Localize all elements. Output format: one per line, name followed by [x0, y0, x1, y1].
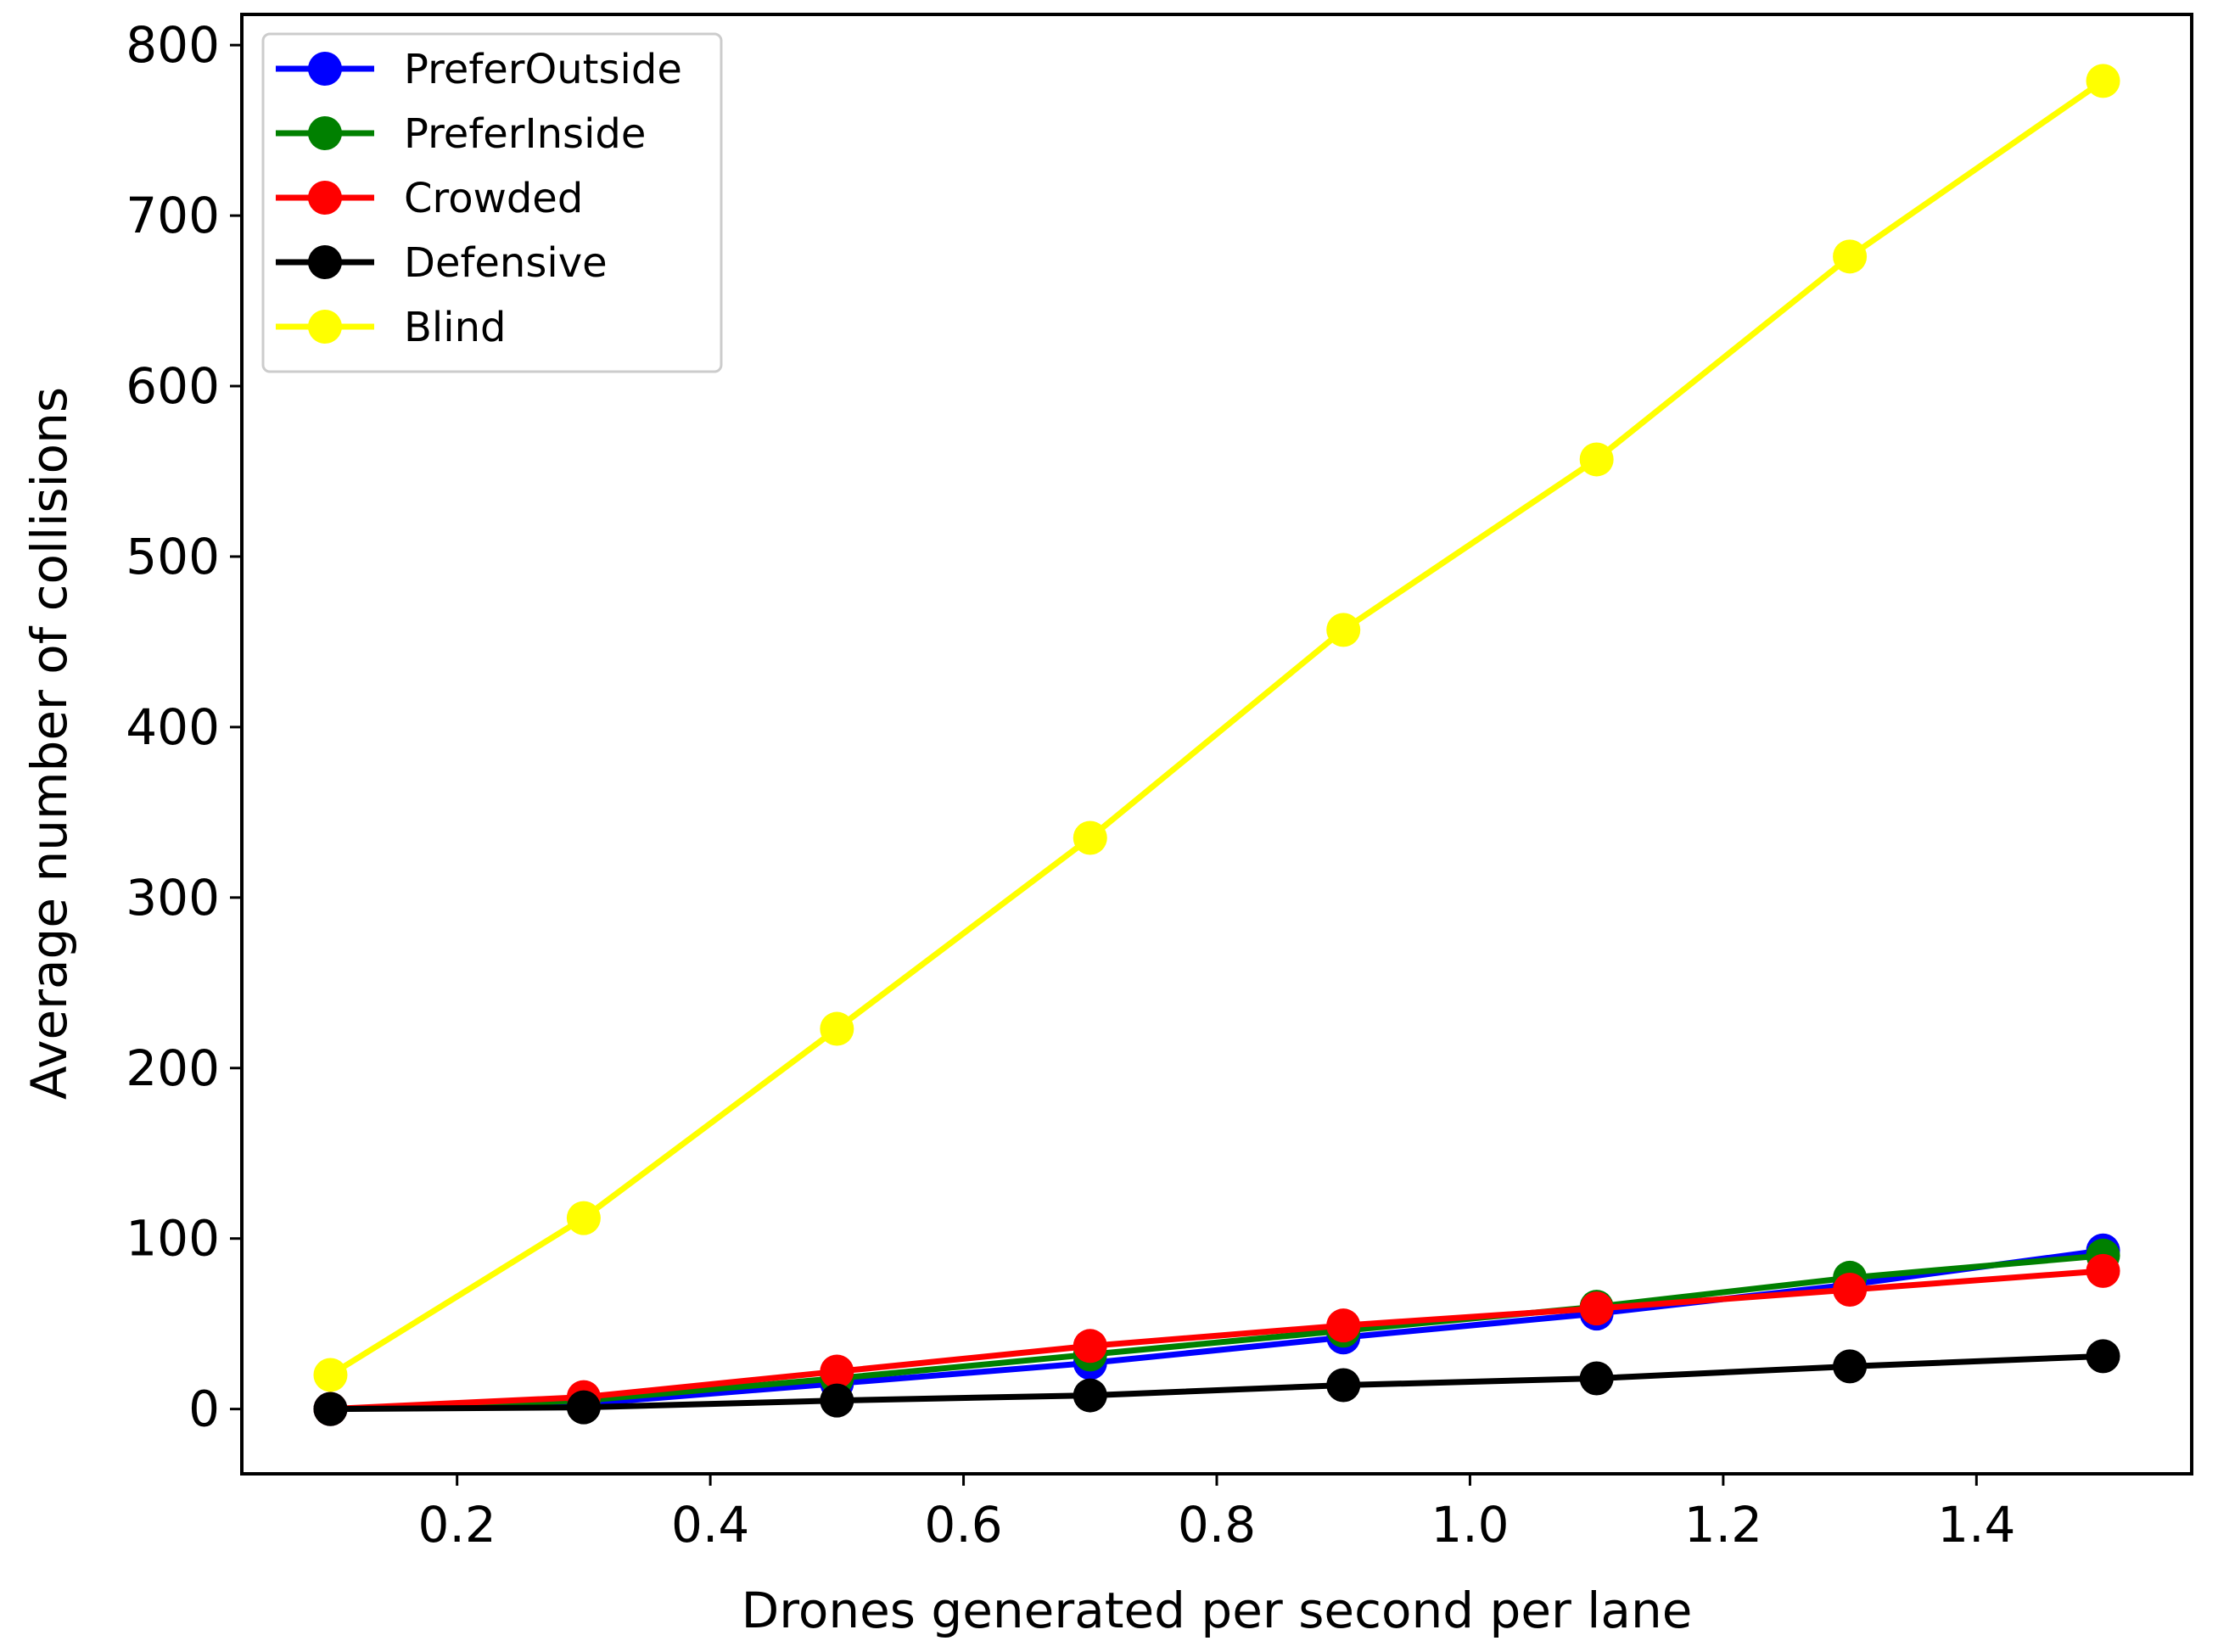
data-point-crowded	[2086, 1253, 2120, 1288]
data-point-blind	[2086, 64, 2120, 98]
data-point-crowded	[1326, 1308, 1361, 1343]
x-tick-label: 1.0	[1431, 1496, 1509, 1554]
y-axis-title: Average number of collisions	[20, 387, 78, 1100]
legend: PreferOutside PreferInside Crowded Defensiv…	[261, 32, 723, 373]
legend-label-blind: Blind	[404, 304, 507, 351]
series-line-defensive	[327, 1352, 2107, 1413]
data-point-defensive	[820, 1383, 854, 1418]
x-tick-label: 0.4	[671, 1496, 749, 1554]
y-tick-label: 0	[188, 1380, 220, 1438]
data-point-blind	[1326, 613, 1361, 647]
x-tick-label: 1.2	[1684, 1496, 1762, 1554]
data-point-defensive	[1326, 1368, 1361, 1403]
x-axis-title: Drones generated per second per lane	[742, 1582, 1693, 1639]
series-line-preferoutside	[327, 1247, 2107, 1413]
y-axis: 0 100 200 300 400 500 600 700 800	[126, 16, 242, 1438]
x-tick-label: 0.8	[1178, 1496, 1256, 1554]
data-point-blind	[1073, 820, 1107, 855]
data-point-defensive	[313, 1392, 348, 1426]
data-point-blind	[820, 1011, 854, 1046]
legend-label-crowded: Crowded	[404, 175, 583, 222]
y-tick-label: 400	[126, 698, 220, 756]
data-point-defensive	[566, 1390, 601, 1425]
legend-marker-crowded	[308, 181, 342, 215]
y-tick-label: 500	[126, 528, 220, 585]
series-line-crowded	[327, 1268, 2107, 1413]
data-point-blind	[1833, 239, 1868, 274]
series-layer	[313, 64, 2120, 1426]
y-tick-label: 700	[126, 187, 220, 244]
y-tick-label: 100	[126, 1210, 220, 1268]
data-point-crowded	[1073, 1329, 1107, 1364]
data-point-crowded	[1579, 1291, 1614, 1326]
data-point-defensive	[1579, 1361, 1614, 1396]
data-point-blind	[1579, 442, 1614, 477]
x-axis: 0.2 0.4 0.6 0.8 1.0 1.2 1.4	[418, 1474, 2015, 1554]
data-point-defensive	[1073, 1378, 1107, 1413]
y-tick-label: 800	[126, 16, 220, 74]
series-line-blind	[327, 77, 2107, 1378]
data-point-crowded	[820, 1354, 854, 1389]
x-tick-label: 0.2	[418, 1496, 496, 1554]
legend-box	[261, 32, 723, 373]
y-tick-label: 300	[126, 869, 220, 927]
legend-label-preferoutside: PreferOutside	[404, 46, 682, 93]
legend-label-defensive: Defensive	[404, 239, 608, 287]
legend-marker-preferinside	[308, 116, 342, 150]
series-blind	[313, 64, 2120, 1392]
legend-marker-preferoutside	[308, 52, 342, 86]
data-point-defensive	[1833, 1349, 1868, 1384]
data-point-blind	[566, 1201, 601, 1235]
x-tick-label: 1.4	[1937, 1496, 2015, 1554]
series-defensive	[313, 1339, 2120, 1426]
series-line-preferinside	[327, 1252, 2107, 1413]
y-tick-label: 600	[126, 357, 220, 415]
data-point-crowded	[1833, 1272, 1868, 1307]
x-tick-label: 0.6	[924, 1496, 1002, 1554]
y-tick-label: 200	[126, 1039, 220, 1097]
legend-marker-blind	[308, 310, 342, 344]
legend-label-preferinside: PreferInside	[404, 110, 646, 158]
legend-marker-defensive	[308, 245, 342, 279]
data-point-defensive	[2086, 1339, 2120, 1374]
data-point-blind	[313, 1358, 348, 1392]
